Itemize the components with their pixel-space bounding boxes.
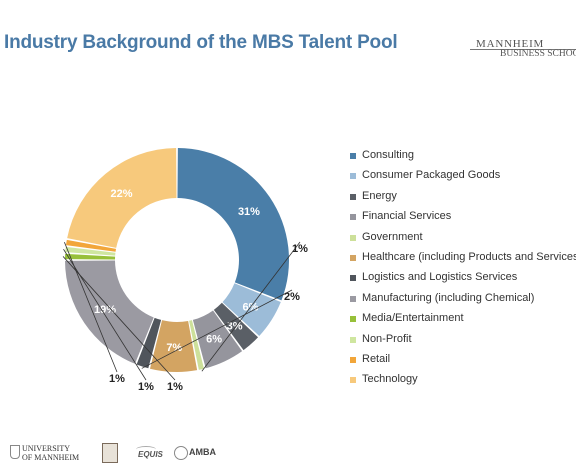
slice-consumer-packaged-goods (222, 283, 281, 337)
slice-media-entertainment (65, 253, 116, 260)
slice-retail (65, 239, 117, 252)
amba-logo-text: AMBA (189, 447, 216, 457)
legend-swatch (350, 193, 356, 200)
legend-label: Media/Entertainment (362, 312, 464, 325)
legend-label: Consulting (362, 149, 414, 161)
leader-line-logistics-and-logistics-services (141, 289, 293, 369)
slice-healthcare-including-products-and-services (149, 320, 198, 373)
legend-swatch (350, 214, 356, 221)
legend-label: Manufacturing (including Chemical) (362, 291, 535, 304)
legend-label: Retail (362, 352, 391, 365)
slice-technology (67, 148, 177, 248)
amba-mark-icon (174, 446, 188, 460)
mannheim-business-school-logo: MANNHEIM BUSINESS SCHOOL (470, 38, 576, 62)
leader-line-retail (64, 242, 118, 373)
slice-non-profit (65, 246, 116, 256)
data-label-government: 1% (292, 243, 308, 255)
legend-swatch (350, 153, 356, 159)
equis-logo-text: EQUIS (138, 450, 163, 459)
aacsb-mark-icon (102, 443, 118, 463)
brand-line-1: MANNHEIM (476, 38, 545, 50)
legend-swatch (350, 356, 356, 363)
data-label-financial-services: 6% (206, 334, 222, 346)
data-label-retail: 1% (109, 373, 125, 385)
university-logo-line-1: UNIVERSITY (22, 444, 70, 453)
legend-label: Energy (362, 189, 397, 202)
legend-swatch (350, 254, 356, 261)
legend-label: Financial Services (362, 210, 452, 223)
data-label-manufacturing-including-chemical: 19% (94, 304, 116, 316)
legend-label: Non-Profit (362, 332, 412, 345)
slide-title: Industry Background of the MBS Talent Po… (4, 32, 398, 53)
data-label-media-entertainment: 1% (167, 381, 183, 393)
leader-line-government (201, 241, 301, 372)
crest-icon (10, 445, 20, 459)
legend-label: Government (362, 230, 423, 243)
legend-swatch (350, 295, 356, 302)
data-label-non-profit: 1% (138, 381, 154, 393)
legend-swatch (350, 275, 356, 282)
legend-swatch (350, 173, 356, 180)
equis-swoosh-icon (136, 446, 156, 453)
legend-swatch (350, 377, 356, 384)
aacsb-logo (102, 443, 118, 463)
legend-label: Healthcare (including Products and Servi… (362, 250, 576, 263)
legend-label: Consumer Packaged Goods (362, 169, 501, 182)
data-label-technology: 22% (111, 188, 133, 200)
brand-rule (470, 49, 576, 50)
data-label-logistics-and-logistics-services: 2% (284, 291, 300, 303)
slice-consulting (177, 148, 290, 301)
slice-financial-services (192, 310, 243, 369)
legend-label: Logistics and Logistics Services (362, 271, 518, 284)
university-logo-line-2: OF MANNHEIM (22, 453, 80, 462)
data-label-consulting: 31% (238, 206, 260, 218)
brand-line-2: BUSINESS SCHOOL (500, 49, 576, 59)
legend-swatch (350, 234, 356, 241)
legend-label: Technology (362, 373, 418, 386)
leader-line-media-entertainment (62, 256, 176, 381)
data-label-energy: 3% (227, 320, 243, 332)
slice-government (189, 320, 205, 370)
legend-swatch (350, 336, 356, 343)
leader-line-non-profit (63, 249, 147, 381)
footer-logos: UNIVERSITY OF MANNHEIM EQUIS AMBA (0, 440, 576, 474)
legend-swatch (350, 316, 356, 323)
slice-logistics-and-logistics-services (136, 317, 162, 369)
data-label-healthcare-including-products-and-services: 7% (166, 342, 182, 354)
